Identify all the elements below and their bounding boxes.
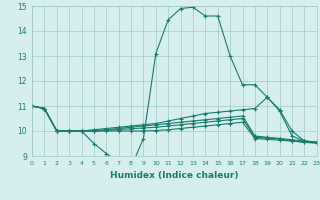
X-axis label: Humidex (Indice chaleur): Humidex (Indice chaleur)	[110, 171, 239, 180]
